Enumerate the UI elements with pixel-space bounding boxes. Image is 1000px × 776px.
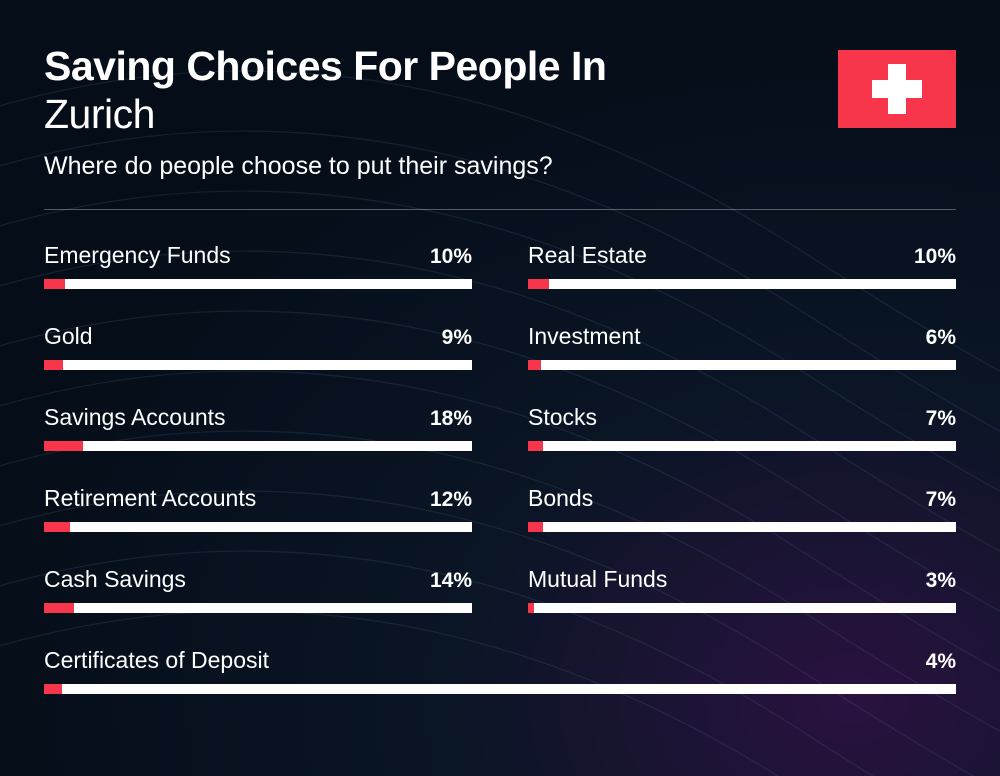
- item-value: 10%: [914, 245, 956, 269]
- infographic-panel: Saving Choices For People In Zurich Wher…: [0, 0, 1000, 694]
- header: Saving Choices For People In Zurich Wher…: [44, 44, 956, 181]
- item-value: 6%: [926, 326, 956, 350]
- item-label: Certificates of Deposit: [44, 647, 269, 674]
- title-line2: Zurich: [44, 89, 838, 140]
- bar-fill: [44, 279, 65, 289]
- item-label: Mutual Funds: [528, 566, 667, 593]
- savings-item: Retirement Accounts 12%: [44, 485, 472, 532]
- item-value: 4%: [926, 650, 956, 674]
- item-label: Investment: [528, 323, 641, 350]
- item-value: 10%: [430, 245, 472, 269]
- bar-fill: [44, 522, 70, 532]
- bar-track: [44, 441, 472, 451]
- item-label: Savings Accounts: [44, 404, 226, 431]
- bar-fill: [528, 603, 534, 613]
- item-value: 3%: [926, 569, 956, 593]
- item-value: 18%: [430, 407, 472, 431]
- savings-item: Bonds 7%: [528, 485, 956, 532]
- title-line1: Saving Choices For People In: [44, 44, 838, 89]
- bar-fill: [44, 441, 83, 451]
- bar-fill: [44, 684, 62, 694]
- item-value: 9%: [442, 326, 472, 350]
- savings-item: Emergency Funds 10%: [44, 242, 472, 289]
- item-value: 7%: [926, 488, 956, 512]
- savings-item: Mutual Funds 3%: [528, 566, 956, 613]
- savings-item: Gold 9%: [44, 323, 472, 370]
- item-label: Gold: [44, 323, 93, 350]
- bar-fill: [44, 603, 74, 613]
- subtitle: Where do people choose to put their savi…: [44, 152, 838, 181]
- item-label: Stocks: [528, 404, 597, 431]
- bar-track: [528, 522, 956, 532]
- savings-item: Cash Savings 14%: [44, 566, 472, 613]
- bar-fill: [528, 279, 549, 289]
- bar-track: [44, 684, 956, 694]
- item-value: 12%: [430, 488, 472, 512]
- divider: [44, 209, 956, 210]
- bar-track: [44, 603, 472, 613]
- savings-item: Stocks 7%: [528, 404, 956, 451]
- bar-fill: [528, 360, 541, 370]
- item-label: Cash Savings: [44, 566, 186, 593]
- bar-track: [44, 360, 472, 370]
- bar-track: [528, 603, 956, 613]
- item-label: Retirement Accounts: [44, 485, 256, 512]
- savings-item: Real Estate 10%: [528, 242, 956, 289]
- savings-grid: Emergency Funds 10% Real Estate 10% Gold 9% In…: [44, 242, 956, 694]
- item-label: Bonds: [528, 485, 593, 512]
- bar-track: [528, 279, 956, 289]
- savings-item: Investment 6%: [528, 323, 956, 370]
- bar-track: [44, 279, 472, 289]
- bar-track: [528, 360, 956, 370]
- bar-fill: [528, 441, 543, 451]
- item-value: 14%: [430, 569, 472, 593]
- item-value: 7%: [926, 407, 956, 431]
- bar-fill: [528, 522, 543, 532]
- item-label: Emergency Funds: [44, 242, 231, 269]
- bar-track: [44, 522, 472, 532]
- swiss-flag-icon: [838, 50, 956, 128]
- bar-track: [528, 441, 956, 451]
- item-label: Real Estate: [528, 242, 647, 269]
- savings-item: Savings Accounts 18%: [44, 404, 472, 451]
- savings-item: Certificates of Deposit 4%: [44, 647, 956, 694]
- bar-fill: [44, 360, 63, 370]
